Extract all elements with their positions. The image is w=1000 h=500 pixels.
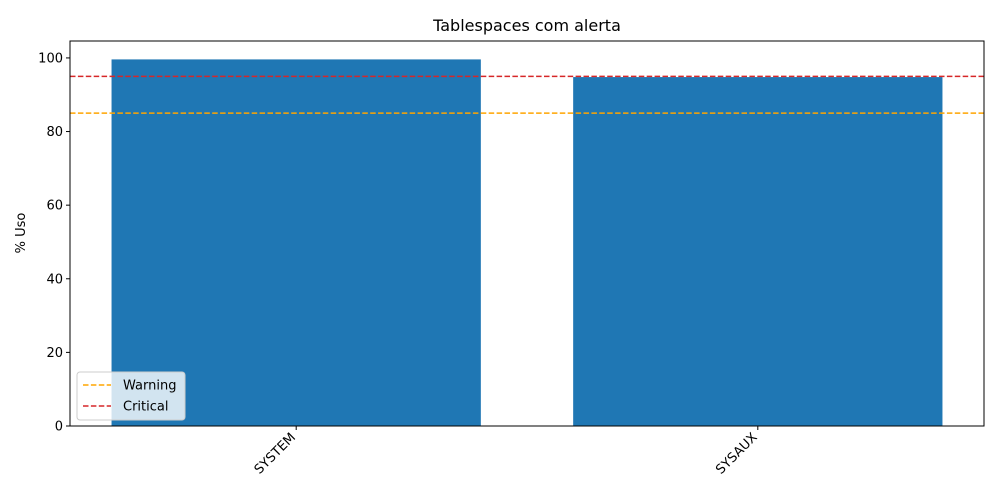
legend-box: [76, 371, 186, 421]
chart-title: Tablespaces com alerta: [432, 16, 621, 35]
y-tick-label: 80: [46, 125, 63, 140]
plot-frame: [69, 40, 985, 427]
y-tick-label: 100: [38, 51, 63, 66]
y-tick-label: 40: [46, 272, 63, 287]
legend-label-critical: Critical: [123, 400, 168, 415]
y-tick-label: 20: [46, 346, 63, 361]
x-axis-ticks: SYSTEM SYSAUX: [252, 426, 761, 478]
y-axis-label: % Uso: [14, 213, 29, 254]
bar-system: [111, 59, 481, 426]
bars: [111, 59, 943, 427]
y-tick-label: 0: [55, 420, 63, 435]
legend-label-warning: Warning: [123, 379, 176, 394]
legend: Warning Critical: [76, 371, 186, 421]
threshold-lines: [70, 75, 984, 114]
bar-sysaux: [573, 77, 943, 427]
x-tick-label: SYSTEM: [252, 430, 299, 477]
x-tick-label: SYSAUX: [713, 430, 760, 477]
y-tick-label: 60: [46, 199, 63, 214]
y-axis-ticks: 0 20 40 60 80 100: [38, 51, 70, 435]
